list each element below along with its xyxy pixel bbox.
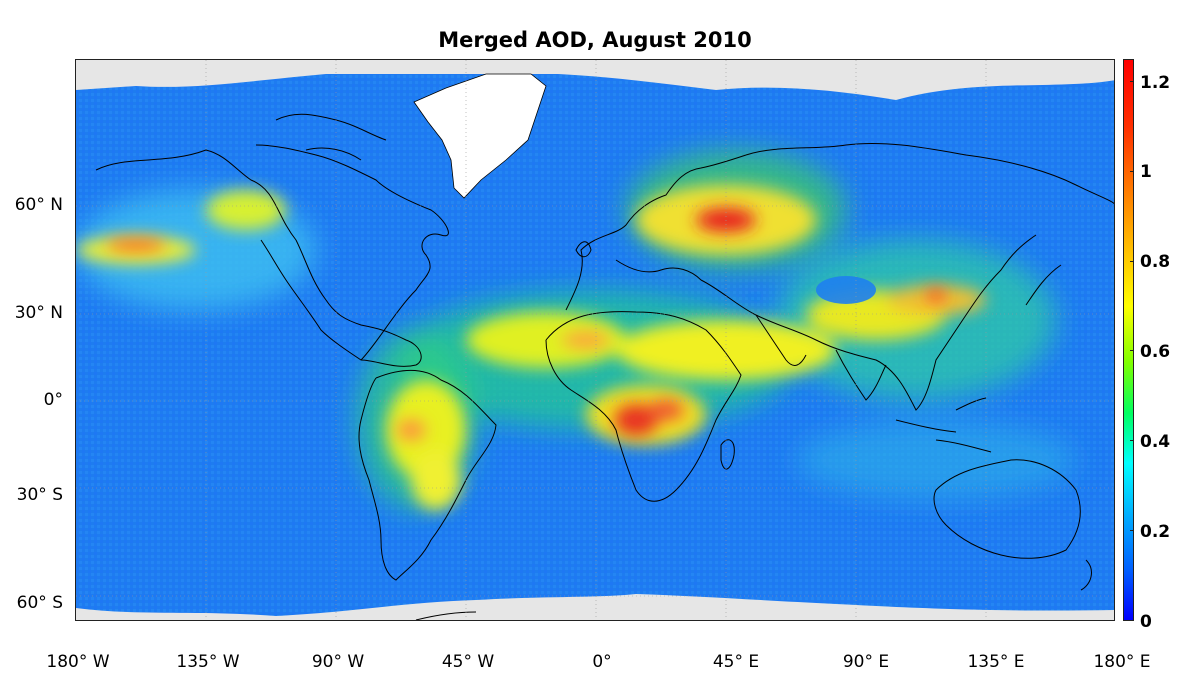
antarctic-no-data xyxy=(76,594,1114,620)
aod-map xyxy=(75,59,1115,621)
lon-label-90e: 90° E xyxy=(842,652,890,672)
colorbar-label-0-8: 0.8 xyxy=(1140,252,1171,272)
aod-hotspot xyxy=(926,289,946,301)
aod-hotspot xyxy=(562,332,610,348)
coastlines xyxy=(95,113,1114,620)
greenland-ice xyxy=(413,73,547,199)
colorbar-label-0-6: 0.6 xyxy=(1140,342,1171,362)
colorbar xyxy=(1123,59,1134,621)
lat-label-30n: 30° N xyxy=(14,303,63,323)
colorbar-label-0: 0 xyxy=(1140,612,1152,632)
colorbar-label-0-2: 0.2 xyxy=(1140,522,1171,542)
aod-hotspot xyxy=(106,239,166,251)
lon-label-0: 0° xyxy=(592,652,612,672)
colorbar-tick xyxy=(1130,261,1134,262)
aod-hotspot xyxy=(397,420,425,440)
colorbar-tick xyxy=(1130,350,1134,351)
map-title: Merged AOD, August 2010 xyxy=(438,28,752,52)
colorbar-tick xyxy=(1130,171,1134,172)
lat-label-60n: 60° N xyxy=(14,195,63,215)
lon-label-135e: 135° E xyxy=(967,652,1025,672)
aod-plume xyxy=(411,450,461,510)
lon-label-180e: 180° E xyxy=(1093,652,1151,672)
aod-plume xyxy=(616,320,836,380)
lon-label-90w: 90° W xyxy=(311,652,365,672)
colorbar-label-0-4: 0.4 xyxy=(1140,432,1171,452)
aod-low-region xyxy=(816,276,876,304)
colorbar-tick xyxy=(1130,530,1134,531)
lon-label-45e: 45° E xyxy=(712,652,760,672)
graticule xyxy=(76,60,1114,620)
colorbar-tick xyxy=(1130,81,1134,82)
aod-hotspot xyxy=(614,404,658,436)
colorbar-tick xyxy=(1130,440,1134,441)
arctic-no-data xyxy=(76,60,1114,100)
lat-label-0: 0° xyxy=(43,390,63,410)
lat-label-60s: 60° S xyxy=(16,593,63,613)
colorbar-tick xyxy=(1130,620,1134,621)
lat-label-30s: 30° S xyxy=(16,485,63,505)
aod-hotspot xyxy=(648,400,684,420)
lon-label-45w: 45° W xyxy=(441,652,495,672)
colorbar-label-1: 1 xyxy=(1140,162,1152,182)
lon-label-180w: 180° W xyxy=(46,652,110,672)
colorbar-label-1-2: 1.2 xyxy=(1140,73,1171,93)
lon-label-135w: 135° W xyxy=(176,652,240,672)
aod-plume xyxy=(796,420,1076,500)
aod-map-canvas xyxy=(76,60,1114,620)
aod-plume xyxy=(206,190,286,230)
